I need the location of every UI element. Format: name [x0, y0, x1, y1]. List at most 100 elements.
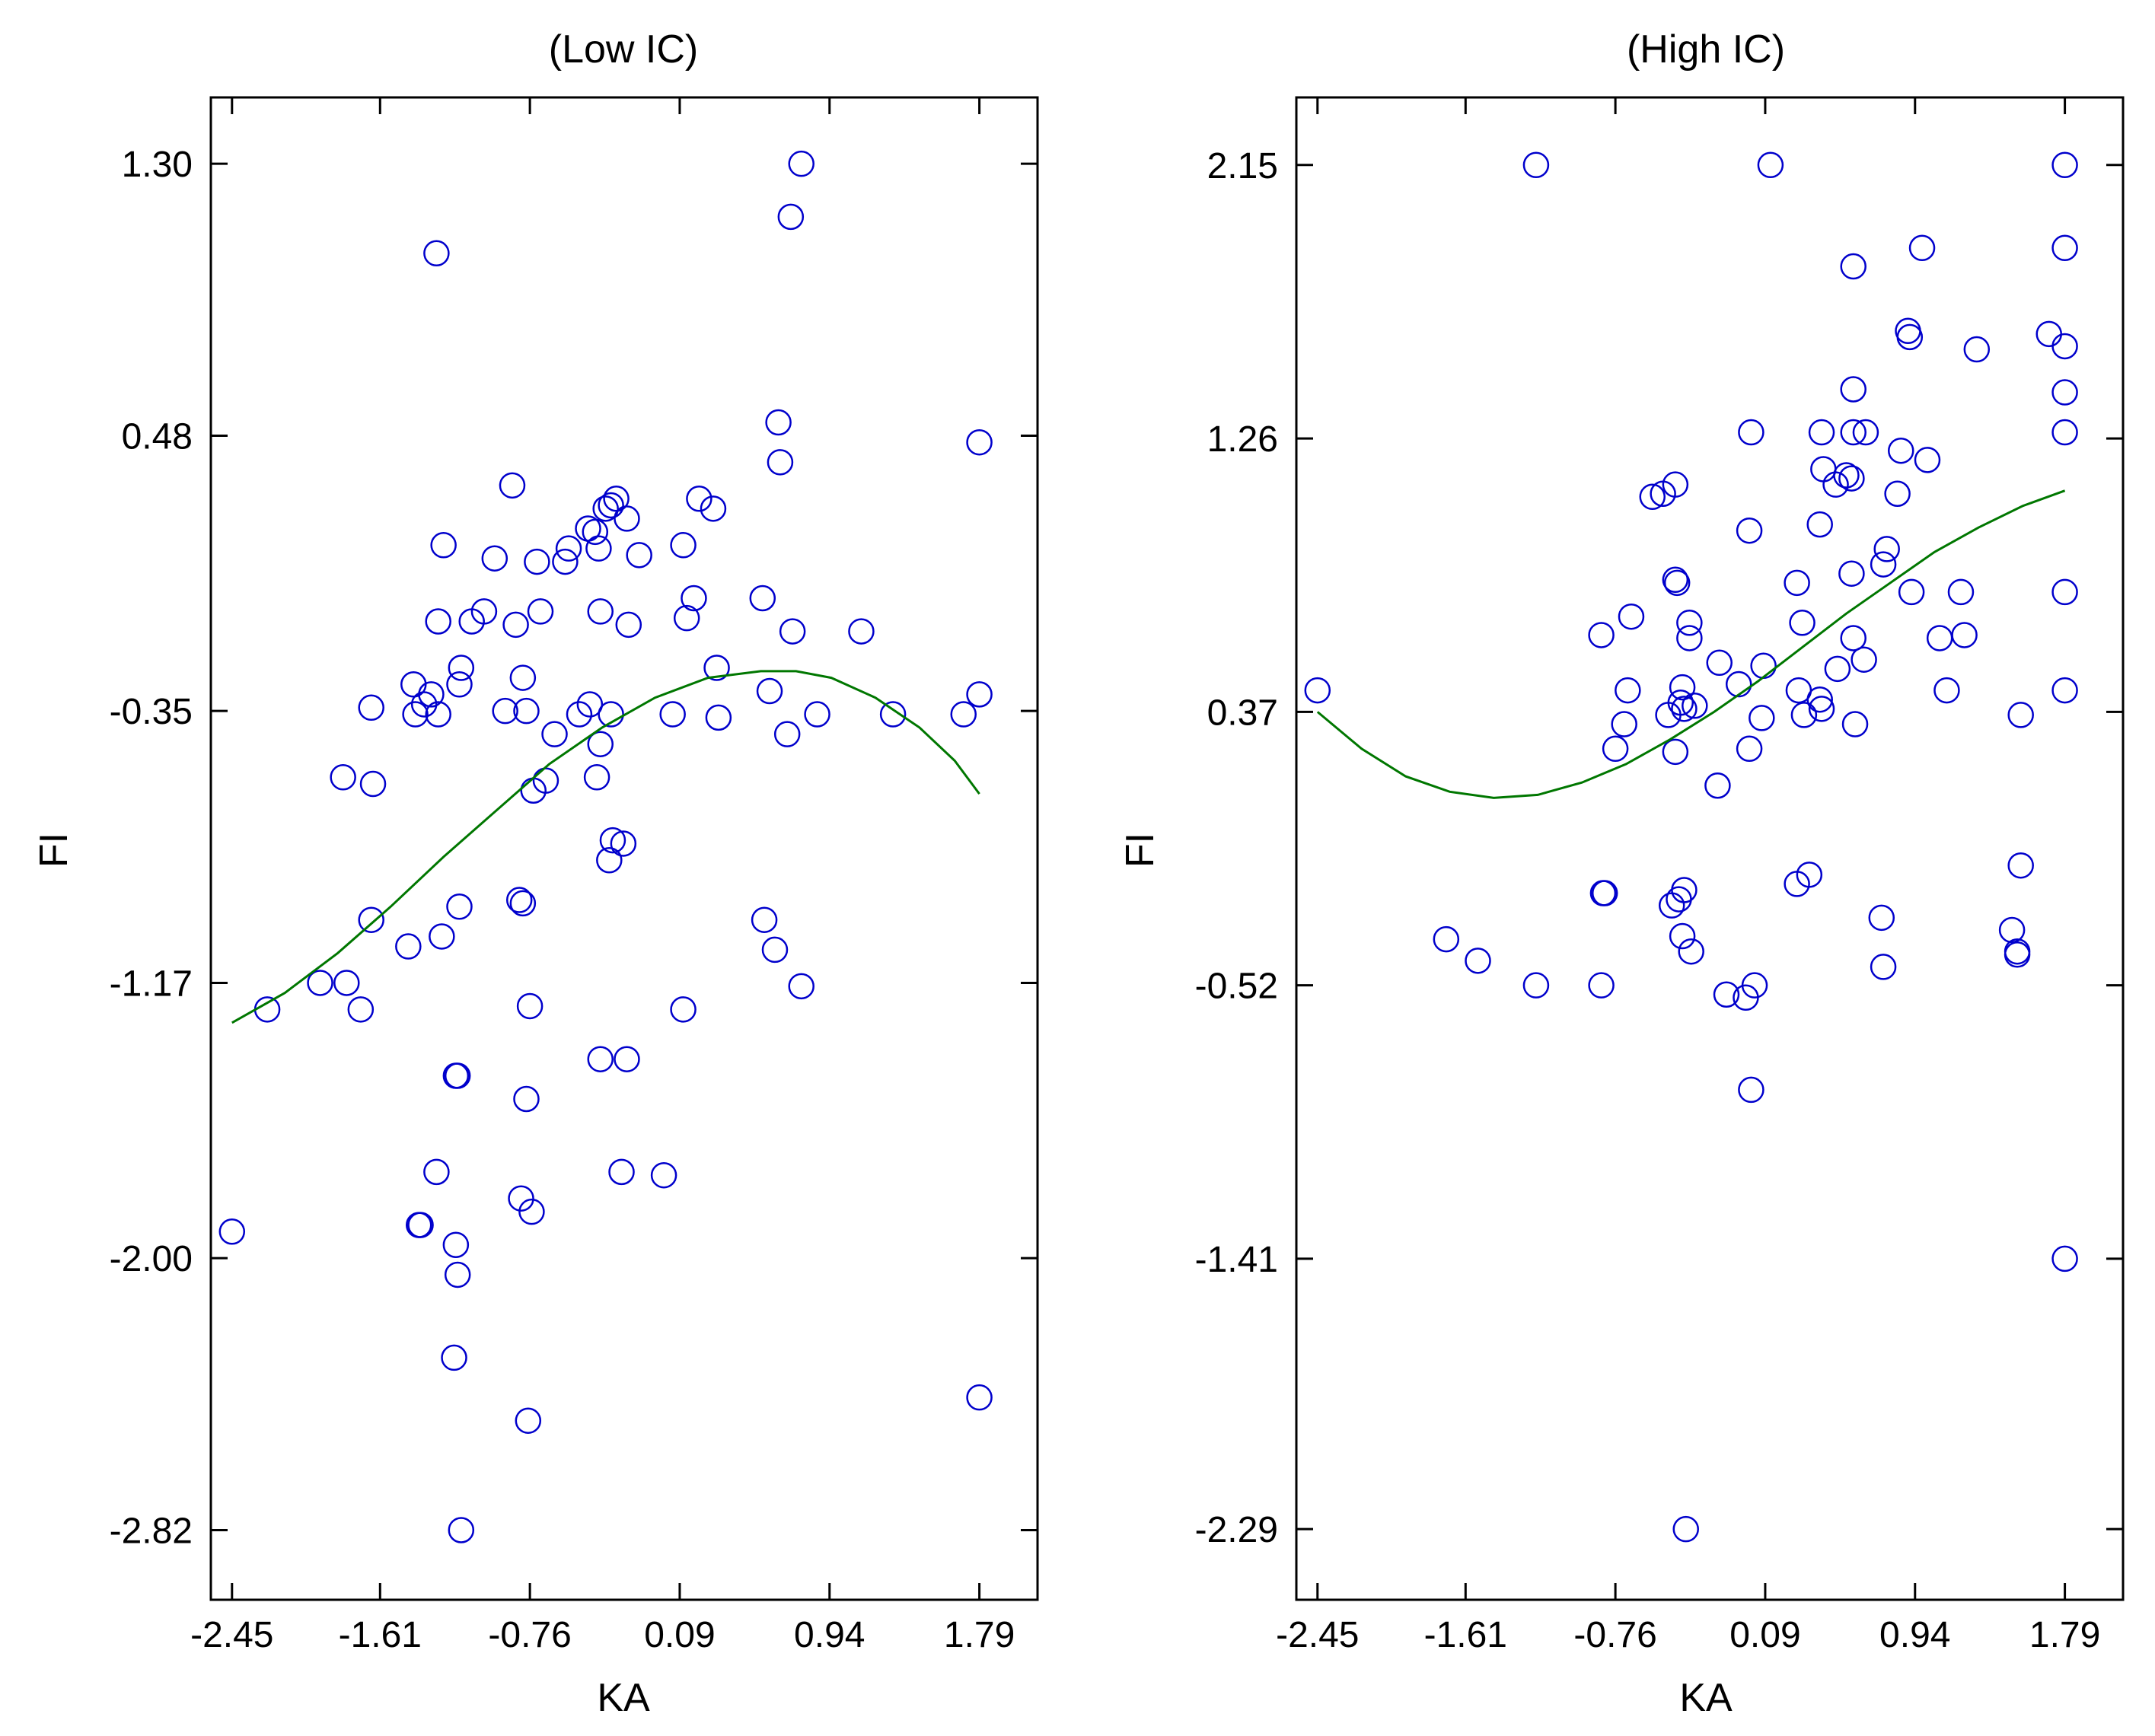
data-point — [966, 428, 993, 456]
data-point — [1662, 566, 1689, 594]
data-point — [1522, 972, 1550, 999]
data-point — [1898, 578, 1925, 606]
data-point — [518, 1198, 545, 1225]
data-point — [1914, 447, 1941, 473]
data-point — [1908, 234, 1936, 262]
data-point — [670, 532, 697, 559]
data-point — [429, 923, 455, 950]
data-point — [681, 585, 707, 612]
data-point — [1678, 938, 1704, 965]
data-point — [516, 992, 544, 1020]
data-point — [423, 240, 450, 267]
data-points — [218, 150, 993, 1543]
data-point — [1736, 517, 1763, 544]
data-point — [756, 677, 783, 705]
data-point — [552, 548, 579, 575]
data-point — [1639, 483, 1666, 511]
data-point — [587, 731, 614, 757]
x-tick-label: 0.09 — [1729, 1615, 1800, 1655]
data-point — [1738, 419, 1764, 446]
data-point — [1682, 693, 1708, 719]
x-tick-label: 0.94 — [1879, 1615, 1950, 1655]
data-point — [1838, 465, 1865, 492]
data-point — [767, 449, 794, 476]
data-point — [1662, 738, 1689, 766]
y-tick-label: -2.00 — [110, 1239, 193, 1279]
data-point — [1588, 972, 1615, 999]
data-point — [705, 704, 732, 731]
data-point — [659, 701, 686, 728]
data-point — [1672, 1515, 1699, 1543]
data-point — [1618, 603, 1645, 630]
x-tick-label: -1.61 — [1424, 1615, 1507, 1655]
data-point — [773, 721, 801, 747]
data-point — [2051, 677, 2078, 704]
y-axis-label: FI — [1118, 833, 1162, 868]
data-point — [765, 409, 792, 436]
data-point — [1741, 972, 1768, 999]
data-point — [1667, 690, 1694, 716]
data-point — [425, 701, 451, 728]
data-point — [2051, 379, 2078, 406]
data-point — [848, 618, 875, 645]
y-tick-label: -2.82 — [110, 1511, 193, 1551]
data-point — [592, 495, 619, 522]
data-point — [614, 1046, 640, 1072]
data-point — [425, 608, 451, 635]
x-tick-label: -2.45 — [1276, 1615, 1359, 1655]
data-point — [599, 827, 626, 854]
x-tick-label: -0.76 — [1573, 1615, 1656, 1655]
y-tick-label: 0.37 — [1207, 693, 1278, 733]
data-point — [761, 936, 789, 964]
chart-title: (Low IC) — [549, 27, 698, 72]
data-point — [1840, 253, 1866, 280]
data-point — [442, 1062, 470, 1089]
data-point — [703, 655, 730, 681]
data-point — [2051, 578, 2078, 606]
data-point — [1887, 437, 1914, 464]
x-tick-label: 0.09 — [644, 1615, 715, 1655]
data-point — [502, 611, 529, 639]
data-point — [1851, 646, 1877, 673]
data-point — [879, 701, 907, 728]
x-tick-label: -1.61 — [339, 1615, 422, 1655]
data-point — [2007, 852, 2034, 879]
data-point — [407, 1212, 434, 1238]
data-point — [1806, 511, 1833, 538]
data-point — [1725, 671, 1752, 698]
y-tick-label: 1.30 — [122, 145, 193, 185]
data-point — [700, 495, 727, 522]
data-point — [950, 701, 977, 728]
data-point — [423, 1158, 450, 1186]
data-point — [1838, 560, 1865, 587]
data-point — [1713, 981, 1740, 1008]
data-point — [333, 970, 360, 996]
data-point — [1676, 610, 1703, 636]
y-tick-label: -1.41 — [1195, 1240, 1278, 1280]
data-point — [441, 1344, 467, 1371]
data-point — [541, 721, 568, 747]
data-point — [1884, 480, 1911, 507]
data-point — [779, 618, 806, 645]
fit-curve — [231, 670, 980, 1024]
y-tick-label: 1.26 — [1207, 419, 1278, 460]
data-point — [524, 548, 550, 575]
data-point — [1588, 622, 1615, 648]
data-point — [587, 1046, 614, 1072]
data-point — [1833, 462, 1860, 489]
data-point — [1666, 886, 1692, 913]
data-point — [1671, 696, 1698, 722]
y-tick-label: 0.48 — [122, 416, 193, 457]
data-point — [1963, 336, 1991, 363]
data-point — [1806, 686, 1833, 713]
data-point — [1998, 916, 2026, 944]
data-point — [2051, 151, 2078, 179]
data-point — [1738, 1076, 1764, 1104]
data-point — [1671, 877, 1698, 903]
data-point — [1790, 702, 1818, 728]
data-point — [585, 535, 612, 562]
data-point — [448, 1517, 475, 1543]
data-point — [2004, 941, 2031, 968]
data-point — [788, 150, 815, 177]
